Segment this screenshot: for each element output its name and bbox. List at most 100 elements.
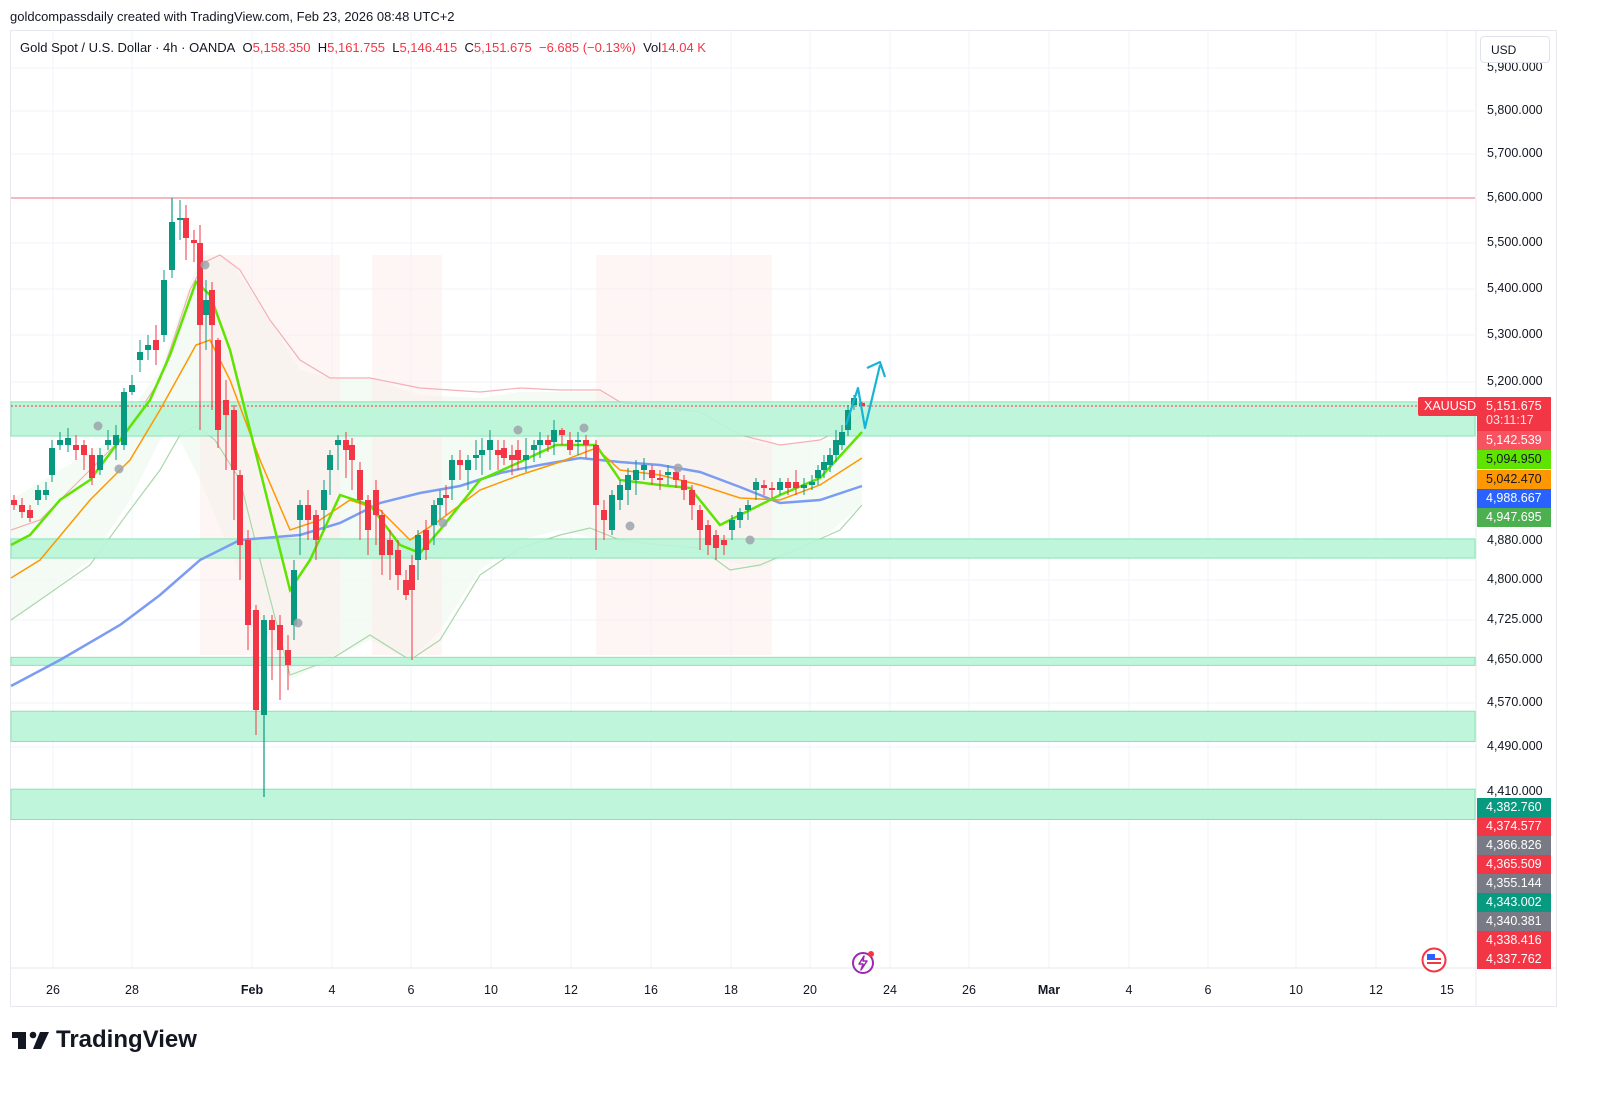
candle-body[interactable] (705, 525, 711, 545)
candle-body[interactable] (473, 455, 479, 458)
candle-body[interactable] (261, 620, 267, 715)
support-zone[interactable] (10, 401, 1476, 437)
candle-body[interactable] (387, 540, 393, 555)
candle-body[interactable] (35, 490, 41, 500)
candle-body[interactable] (465, 460, 471, 470)
candle-body[interactable] (785, 482, 791, 488)
candle-body[interactable] (729, 520, 735, 530)
candle-body[interactable] (313, 515, 319, 540)
candle-body[interactable] (583, 440, 589, 445)
candle-body[interactable] (285, 650, 291, 665)
us-flag-event-icon[interactable] (1421, 947, 1447, 978)
candle-body[interactable] (437, 498, 443, 505)
candle-body[interactable] (567, 440, 573, 450)
candle-body[interactable] (625, 475, 631, 490)
candle-body[interactable] (641, 465, 647, 470)
candle-body[interactable] (291, 570, 297, 625)
candle-body[interactable] (245, 540, 251, 625)
candle-body[interactable] (191, 240, 197, 243)
candle-body[interactable] (121, 392, 127, 445)
candle-body[interactable] (665, 472, 671, 475)
candle-body[interactable] (801, 485, 807, 488)
candle-body[interactable] (11, 500, 17, 505)
candle-body[interactable] (183, 218, 189, 238)
candle-body[interactable] (753, 482, 759, 490)
candle-body[interactable] (609, 495, 615, 530)
candle-body[interactable] (73, 445, 79, 450)
earnings-lightning-icon[interactable] (851, 950, 877, 981)
candle-body[interactable] (395, 550, 401, 575)
candle-body[interactable] (793, 482, 799, 488)
candle-body[interactable] (415, 535, 421, 560)
candle-body[interactable] (833, 440, 839, 455)
candle-body[interactable] (409, 565, 415, 590)
candle-body[interactable] (379, 515, 385, 555)
candle-body[interactable] (321, 490, 327, 510)
candle-body[interactable] (169, 222, 175, 270)
candle-body[interactable] (223, 400, 229, 415)
support-zone[interactable] (10, 710, 1476, 742)
symbol-description[interactable]: Gold Spot / U.S. Dollar · 4h · OANDA (20, 40, 236, 55)
candle-body[interactable] (145, 345, 151, 350)
candle-body[interactable] (827, 455, 833, 465)
candle-body[interactable] (343, 440, 349, 450)
candle-body[interactable] (769, 488, 775, 490)
candle-body[interactable] (277, 625, 283, 650)
candle-body[interactable] (487, 440, 493, 450)
candle-body[interactable] (601, 510, 607, 520)
candle-body[interactable] (65, 438, 71, 445)
candle-body[interactable] (373, 490, 379, 515)
candle-body[interactable] (761, 485, 767, 488)
candle-body[interactable] (129, 385, 135, 392)
candle-body[interactable] (673, 472, 679, 480)
candle-body[interactable] (137, 352, 143, 360)
candle-body[interactable] (269, 620, 275, 630)
candle-body[interactable] (821, 462, 827, 470)
tradingview-logo[interactable]: TradingView (12, 1026, 197, 1054)
candle-body[interactable] (449, 460, 455, 480)
candle-body[interactable] (737, 512, 743, 520)
candle-body[interactable] (335, 440, 341, 445)
candle-body[interactable] (105, 440, 111, 445)
currency-button[interactable]: USD (1480, 36, 1550, 63)
candle-body[interactable] (215, 340, 221, 430)
candle-body[interactable] (559, 430, 565, 435)
candle-body[interactable] (349, 445, 355, 460)
candle-body[interactable] (297, 505, 303, 520)
candle-body[interactable] (531, 445, 537, 450)
candle-body[interactable] (777, 482, 783, 490)
candle-body[interactable] (423, 530, 429, 550)
candle-body[interactable] (551, 430, 557, 442)
candle-body[interactable] (523, 455, 529, 460)
candle-body[interactable] (697, 510, 703, 530)
candle-body[interactable] (457, 460, 463, 465)
candle-body[interactable] (633, 470, 639, 480)
candle-body[interactable] (357, 470, 363, 500)
candle-body[interactable] (177, 218, 183, 220)
candle-body[interactable] (681, 480, 687, 490)
candle-body[interactable] (809, 482, 815, 485)
candle-body[interactable] (403, 580, 409, 595)
candle-body[interactable] (153, 340, 159, 350)
candle-body[interactable] (237, 475, 243, 545)
candle-body[interactable] (745, 505, 751, 510)
candle-body[interactable] (305, 505, 311, 520)
candle-body[interactable] (649, 470, 655, 478)
candle-body[interactable] (113, 435, 119, 445)
candle-body[interactable] (495, 450, 501, 455)
candle-body[interactable] (43, 490, 49, 495)
candle-body[interactable] (839, 432, 845, 445)
candle-body[interactable] (231, 410, 237, 470)
candle-body[interactable] (49, 448, 55, 475)
candle-body[interactable] (537, 440, 543, 445)
candle-body[interactable] (89, 455, 95, 478)
candle-body[interactable] (575, 440, 581, 442)
candle-body[interactable] (209, 290, 215, 325)
candle-body[interactable] (327, 455, 333, 470)
candle-body[interactable] (713, 535, 719, 548)
candle-body[interactable] (431, 505, 437, 525)
candle-body[interactable] (365, 500, 371, 530)
candle-body[interactable] (197, 243, 203, 325)
candle-body[interactable] (19, 505, 25, 512)
